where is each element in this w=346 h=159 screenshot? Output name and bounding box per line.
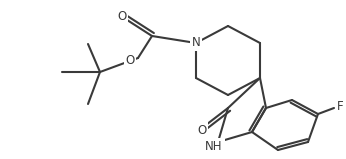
- Text: O: O: [125, 53, 135, 66]
- Text: O: O: [197, 124, 207, 136]
- Text: O: O: [117, 10, 127, 23]
- Text: NH: NH: [205, 139, 223, 152]
- Text: N: N: [192, 37, 200, 49]
- Text: F: F: [337, 100, 343, 114]
